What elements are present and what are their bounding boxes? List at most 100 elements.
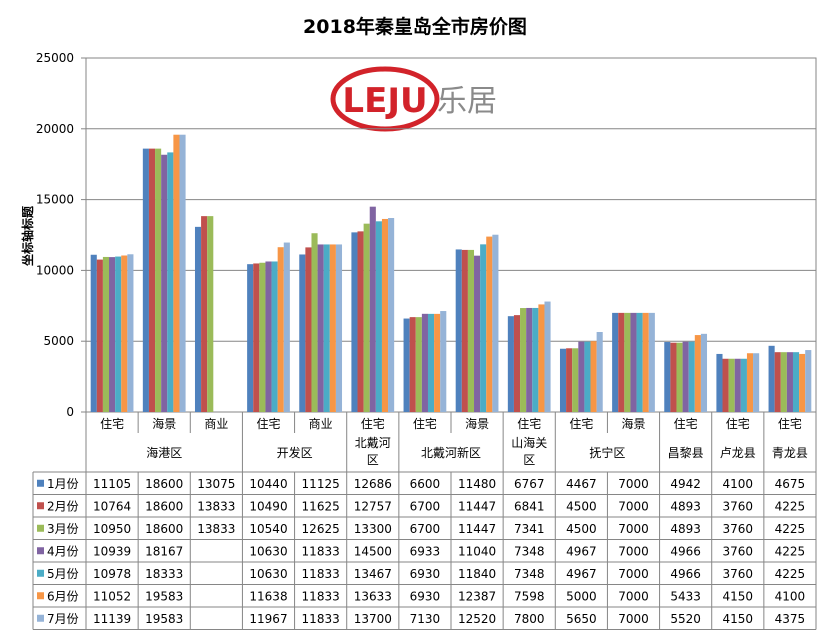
table-cell: 11833 — [302, 612, 340, 626]
bar — [96, 259, 103, 412]
table-cell: 4967 — [566, 544, 597, 558]
bar — [612, 312, 619, 412]
bar — [507, 316, 514, 412]
bar — [544, 301, 551, 412]
table-cell: 6930 — [410, 567, 441, 581]
bar — [90, 254, 97, 412]
table-cell: 4225 — [775, 522, 806, 536]
bar — [357, 231, 364, 412]
logo-mark: LEJU — [342, 81, 427, 121]
bar — [335, 244, 343, 412]
table-cell: 11638 — [249, 589, 287, 603]
bar — [375, 221, 382, 412]
bar — [299, 254, 306, 412]
table-cell: 6700 — [410, 522, 441, 536]
table-cell: 3760 — [723, 499, 754, 513]
category-label: 住宅 — [726, 416, 750, 431]
bar — [259, 262, 266, 412]
bar — [578, 341, 585, 412]
bar — [142, 148, 149, 412]
table-cell: 11447 — [458, 499, 496, 513]
category-label: 住宅 — [569, 416, 593, 431]
table-cell: 18600 — [145, 477, 183, 491]
table-cell: 18167 — [145, 544, 183, 558]
category-label: 海景 — [465, 416, 489, 431]
table-cell: 19583 — [145, 612, 183, 626]
bar — [716, 353, 723, 412]
bar — [179, 134, 186, 413]
table-cell: 13467 — [354, 567, 392, 581]
bar — [403, 318, 410, 412]
bar — [648, 312, 655, 412]
bar — [427, 313, 435, 412]
bar — [155, 148, 162, 412]
bar — [676, 342, 683, 412]
bar — [513, 315, 521, 412]
table-cell: 7000 — [618, 544, 649, 558]
bar — [467, 249, 475, 412]
table-cell: 7000 — [618, 567, 649, 581]
bar — [799, 353, 806, 412]
table-cell: 11833 — [302, 544, 340, 558]
table-cell: 11105 — [93, 477, 131, 491]
table-cell: 10978 — [93, 567, 131, 581]
table-cell: 4150 — [723, 589, 754, 603]
bar — [127, 254, 134, 412]
legend-label: 3月份 — [47, 522, 79, 536]
bar — [421, 313, 428, 412]
table-cell: 5433 — [670, 589, 701, 603]
bar — [670, 342, 677, 412]
legend-label: 6月份 — [47, 589, 79, 603]
bar — [538, 304, 545, 412]
bar — [305, 247, 312, 412]
bar — [440, 311, 447, 412]
table-cell: 13833 — [197, 499, 235, 513]
table-cell: 11052 — [93, 589, 131, 603]
table-cell: 13633 — [354, 589, 392, 603]
bar — [381, 218, 389, 412]
category-label: 住宅 — [256, 416, 280, 431]
bar — [590, 341, 597, 412]
group-label: 昌黎县 — [668, 446, 704, 460]
table-cell: 11447 — [458, 522, 496, 536]
category-label: 住宅 — [674, 416, 698, 431]
bar — [694, 335, 701, 412]
legend-label: 4月份 — [47, 544, 79, 558]
table-cell: 11967 — [249, 612, 287, 626]
y-axis-ticks: 0 5000 10000 15000 20000 25000 — [36, 51, 86, 419]
bar — [559, 348, 567, 412]
table-cell: 7598 — [514, 589, 545, 603]
table-cell: 11139 — [93, 612, 131, 626]
bar — [520, 308, 527, 412]
table-cell: 11040 — [458, 544, 496, 558]
y-tick-label: 0 — [66, 405, 74, 419]
group-label: 卢龙县 — [720, 445, 756, 460]
table-cell: 10490 — [249, 499, 287, 513]
table-cell: 12625 — [302, 522, 340, 536]
data-table: 1月份 11105 18600 13075 10440 11125 12686 6600 114… — [32, 471, 817, 630]
bar — [363, 223, 370, 412]
bar — [700, 333, 708, 412]
table-cell: 12387 — [458, 589, 496, 603]
category-label: 住宅 — [100, 416, 124, 431]
bar — [630, 312, 637, 412]
table-cell: 6767 — [514, 477, 545, 491]
table-cell: 3760 — [723, 567, 754, 581]
table-cell: 6600 — [410, 477, 441, 491]
category-label: 住宅 — [413, 416, 437, 431]
bar — [526, 307, 533, 412]
bar — [474, 255, 481, 412]
table-cell: 7000 — [618, 589, 649, 603]
table-cell: 7130 — [410, 612, 441, 626]
table-cell: 7348 — [514, 544, 545, 558]
table-cell: 4500 — [566, 522, 597, 536]
table-cell: 6933 — [410, 544, 441, 558]
table-cell: 4500 — [566, 499, 597, 513]
table-cell: 11480 — [458, 477, 496, 491]
bar — [148, 148, 156, 412]
category-label: 住宅 — [361, 416, 385, 431]
leju-logo: LEJU 乐居 — [330, 66, 497, 132]
bar — [786, 352, 793, 412]
table-cell: 10630 — [249, 544, 287, 558]
